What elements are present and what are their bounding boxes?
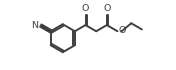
- Text: O: O: [82, 4, 89, 13]
- Text: O: O: [103, 4, 111, 13]
- Text: N: N: [32, 21, 38, 30]
- Text: O: O: [118, 26, 125, 35]
